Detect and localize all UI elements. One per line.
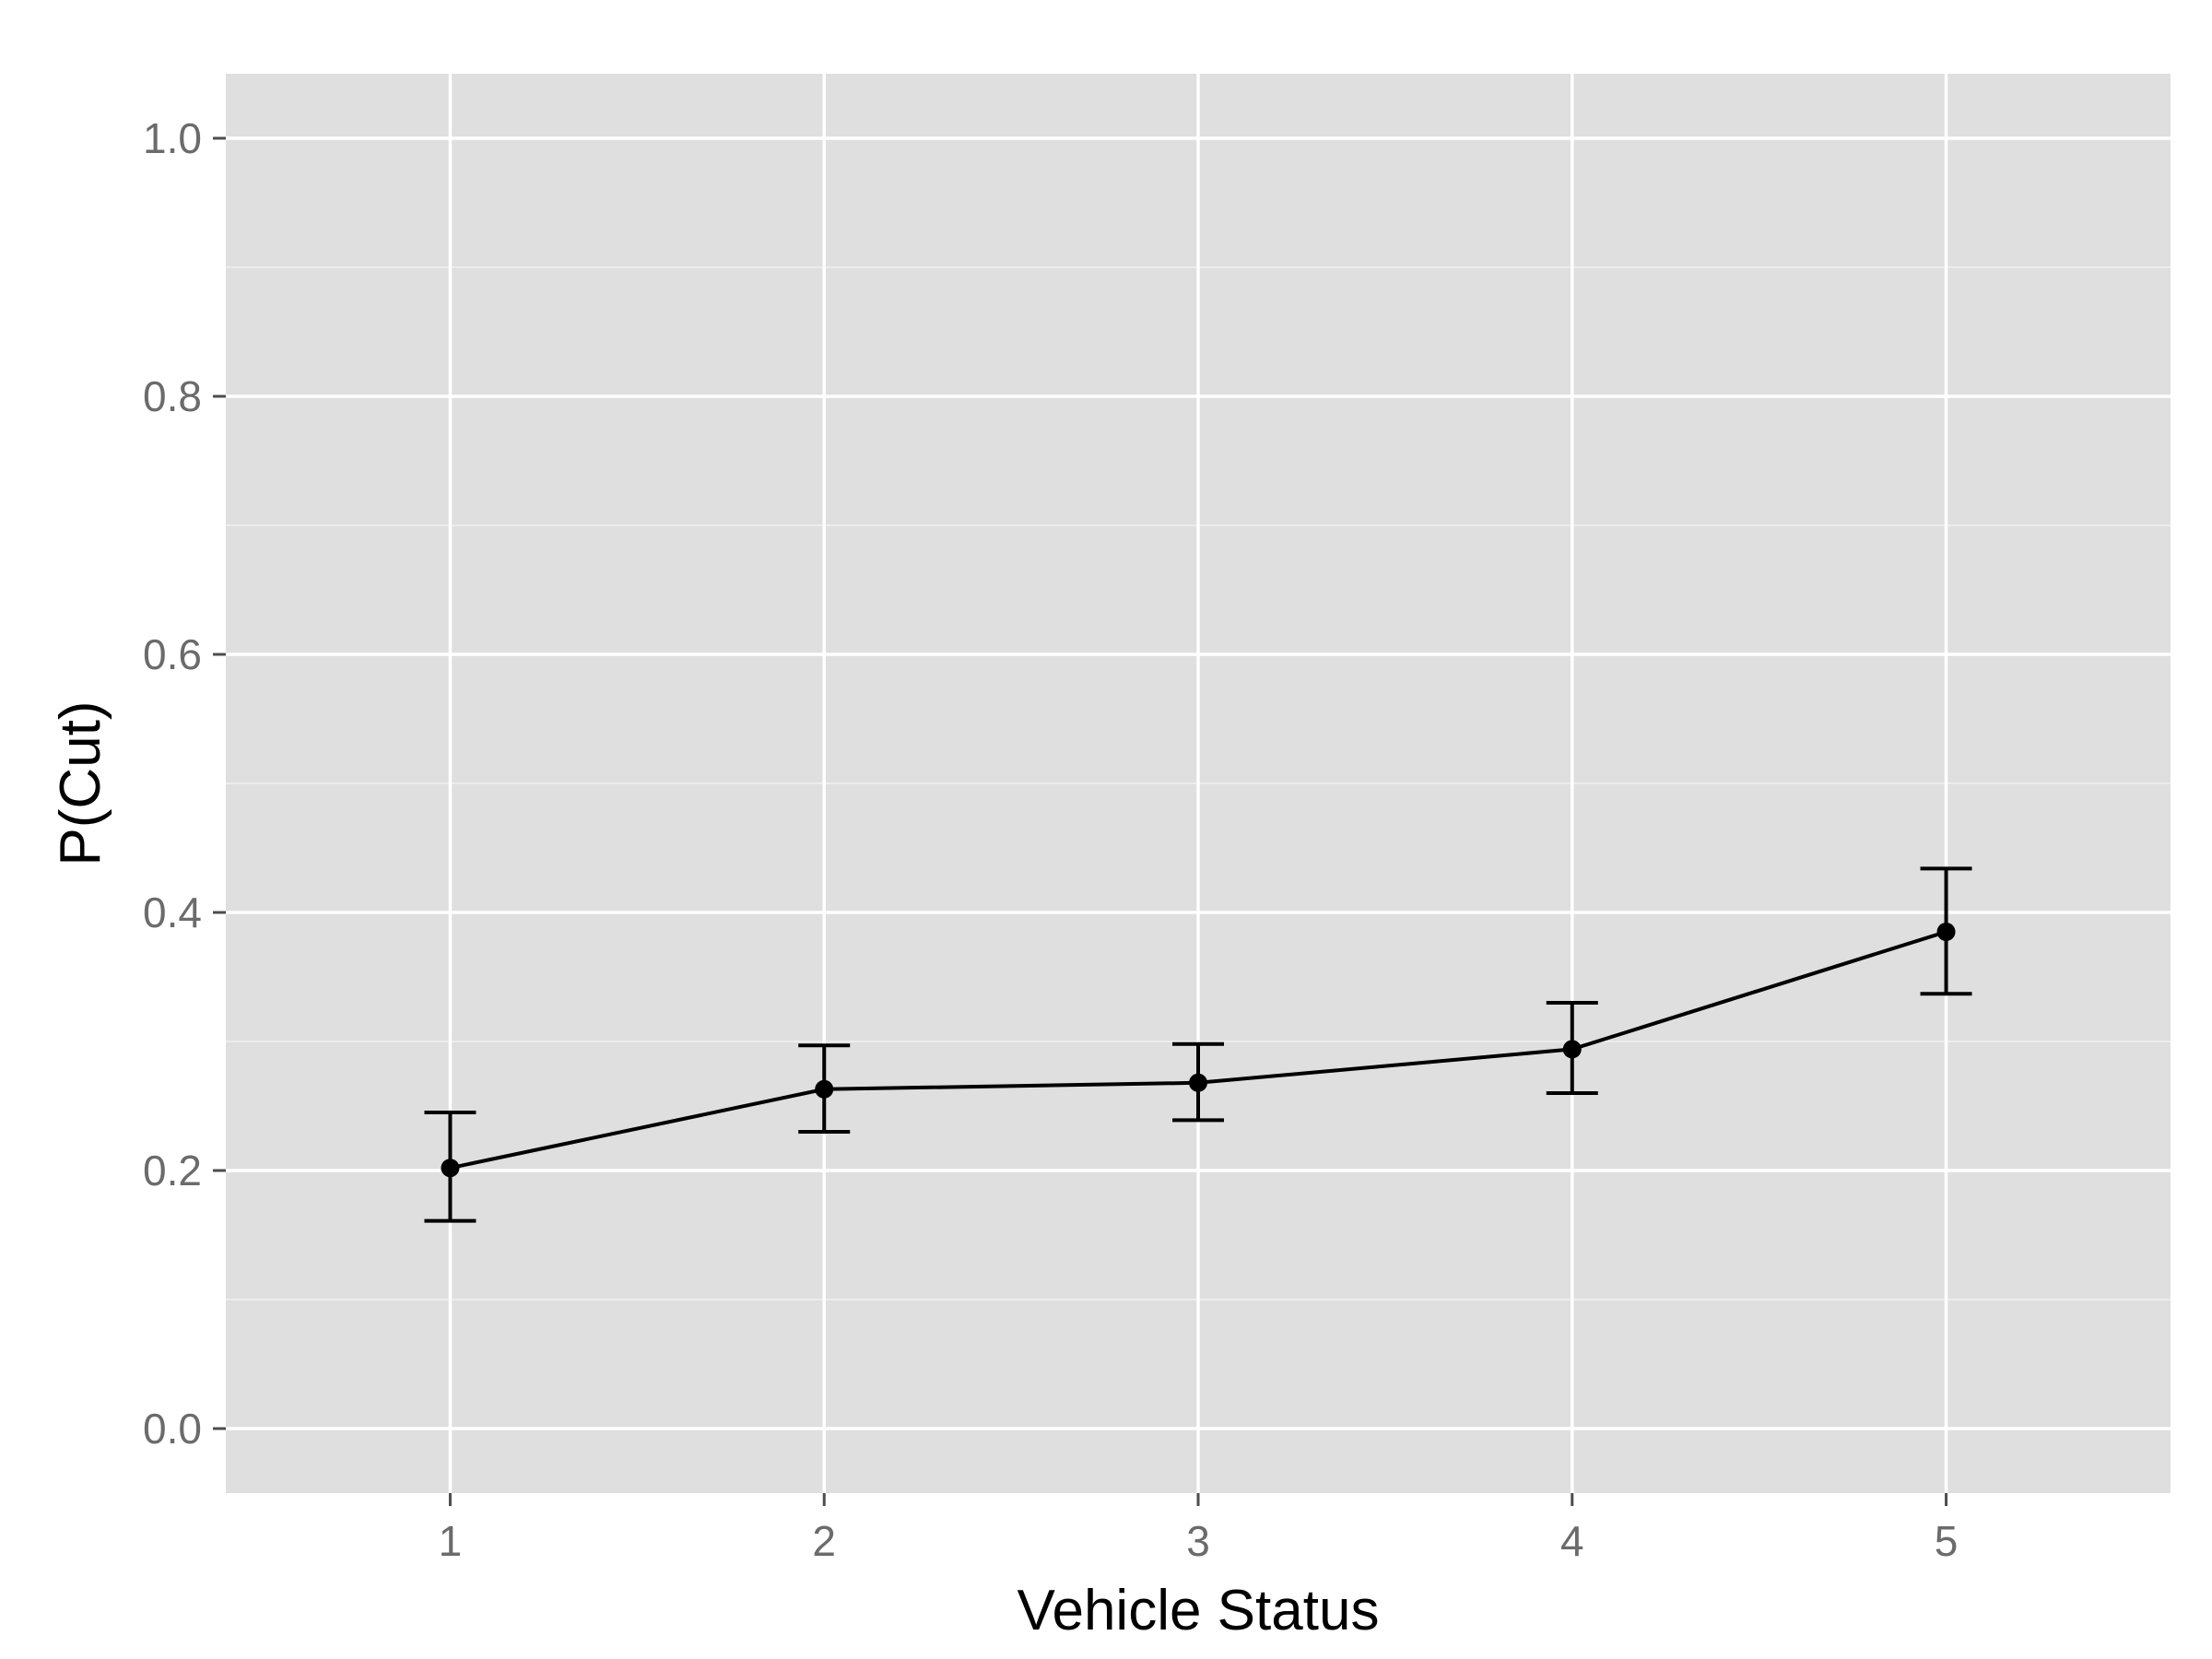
x-tick-label: 2: [812, 1517, 836, 1565]
grid-layer: [226, 74, 2171, 1493]
y-tick-label: 0.8: [143, 372, 202, 420]
data-point: [441, 1159, 460, 1178]
data-point: [1189, 1073, 1207, 1092]
data-point: [1562, 1040, 1582, 1059]
x-tick-label: 3: [1186, 1517, 1210, 1565]
y-tick-label: 0.4: [143, 888, 202, 936]
x-axis-title: Vehicle Status: [1018, 1579, 1380, 1642]
data-point: [1936, 923, 1956, 941]
data-point: [815, 1079, 834, 1099]
y-tick-label: 0.0: [143, 1405, 202, 1453]
y-tick-label: 1.0: [143, 114, 202, 162]
tick-layer: 0.0 0.2 0.4 0.6 0.8 1.0 1 2 3 4 5: [143, 114, 1958, 1565]
x-tick-label: 4: [1560, 1517, 1584, 1565]
x-tick-label: 5: [1935, 1517, 1959, 1565]
y-axis-title: P(Cut): [49, 700, 112, 865]
y-tick-label: 0.2: [143, 1147, 202, 1194]
x-tick-label: 1: [439, 1517, 463, 1565]
y-tick-label: 0.6: [143, 630, 202, 678]
data-layer: [424, 866, 1972, 1223]
